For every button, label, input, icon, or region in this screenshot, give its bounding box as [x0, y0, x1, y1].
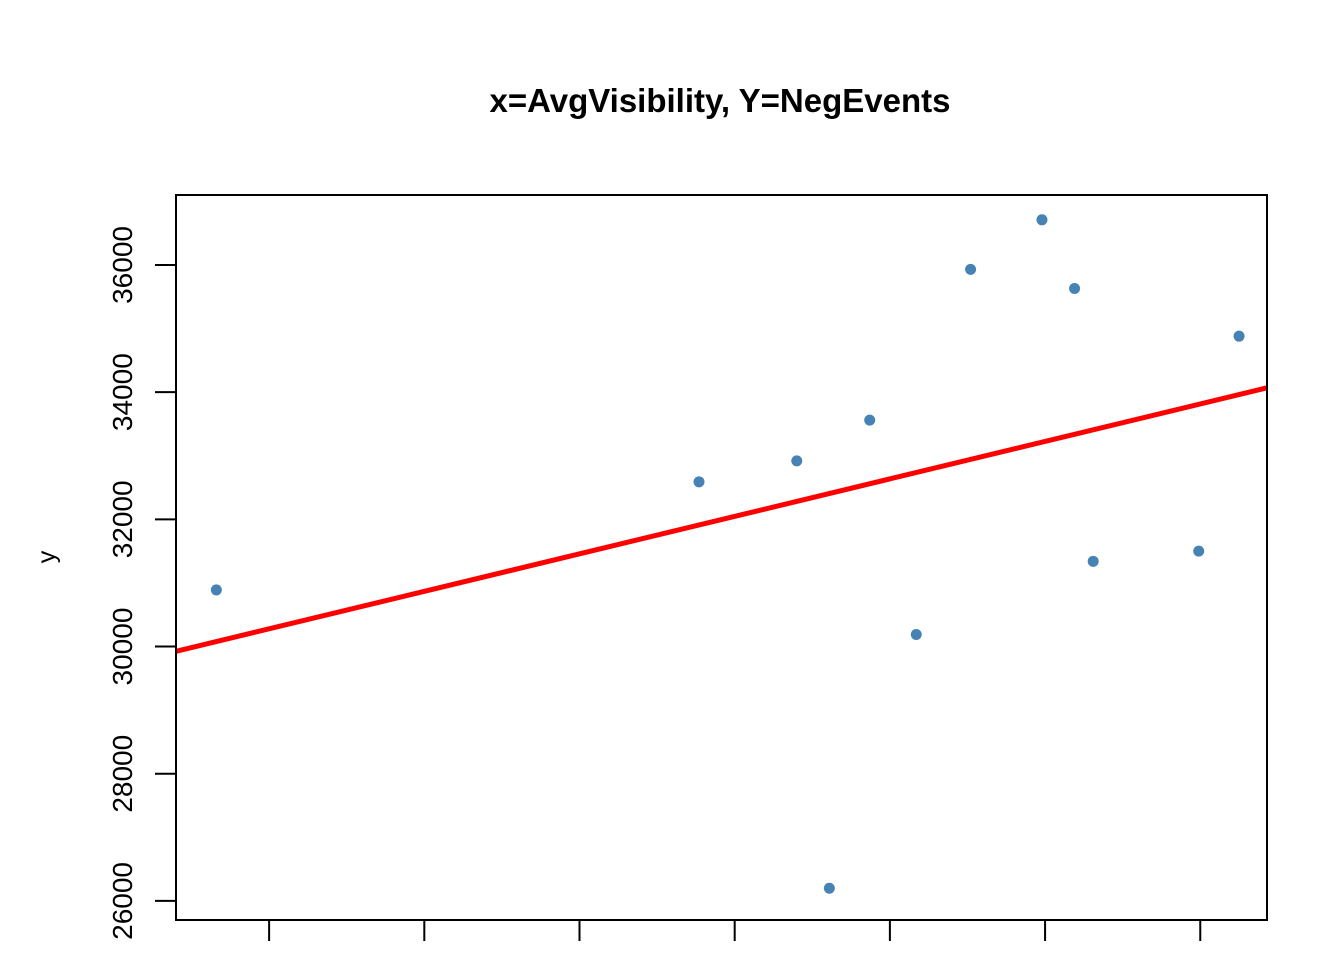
- y-tick-label: 32000: [107, 480, 138, 558]
- data-point: [823, 882, 835, 894]
- data-point: [910, 628, 922, 640]
- plot-frame: [175, 194, 1268, 921]
- data-point: [791, 455, 803, 467]
- data-point: [1069, 282, 1081, 294]
- data-point: [1036, 214, 1048, 226]
- data-point: [864, 414, 876, 426]
- data-point: [965, 263, 977, 275]
- data-point: [1193, 545, 1205, 557]
- y-tick-label: 30000: [107, 608, 138, 686]
- data-point: [1233, 330, 1245, 342]
- y-tick-label: 34000: [107, 353, 138, 431]
- data-point: [210, 584, 222, 596]
- data-point: [693, 476, 705, 488]
- data-point: [1087, 555, 1099, 567]
- y-tick-label: 26000: [107, 862, 138, 940]
- chart-title: x=AvgVisibility, Y=NegEvents: [490, 82, 951, 119]
- plot-area: 26000 28000 30000 32000 34000 36000: [107, 194, 1268, 941]
- y-axis-label: y: [33, 550, 61, 563]
- regression-line: [176, 385, 1267, 654]
- y-tick-label: 28000: [107, 735, 138, 813]
- y-tick-label: 36000: [107, 226, 138, 304]
